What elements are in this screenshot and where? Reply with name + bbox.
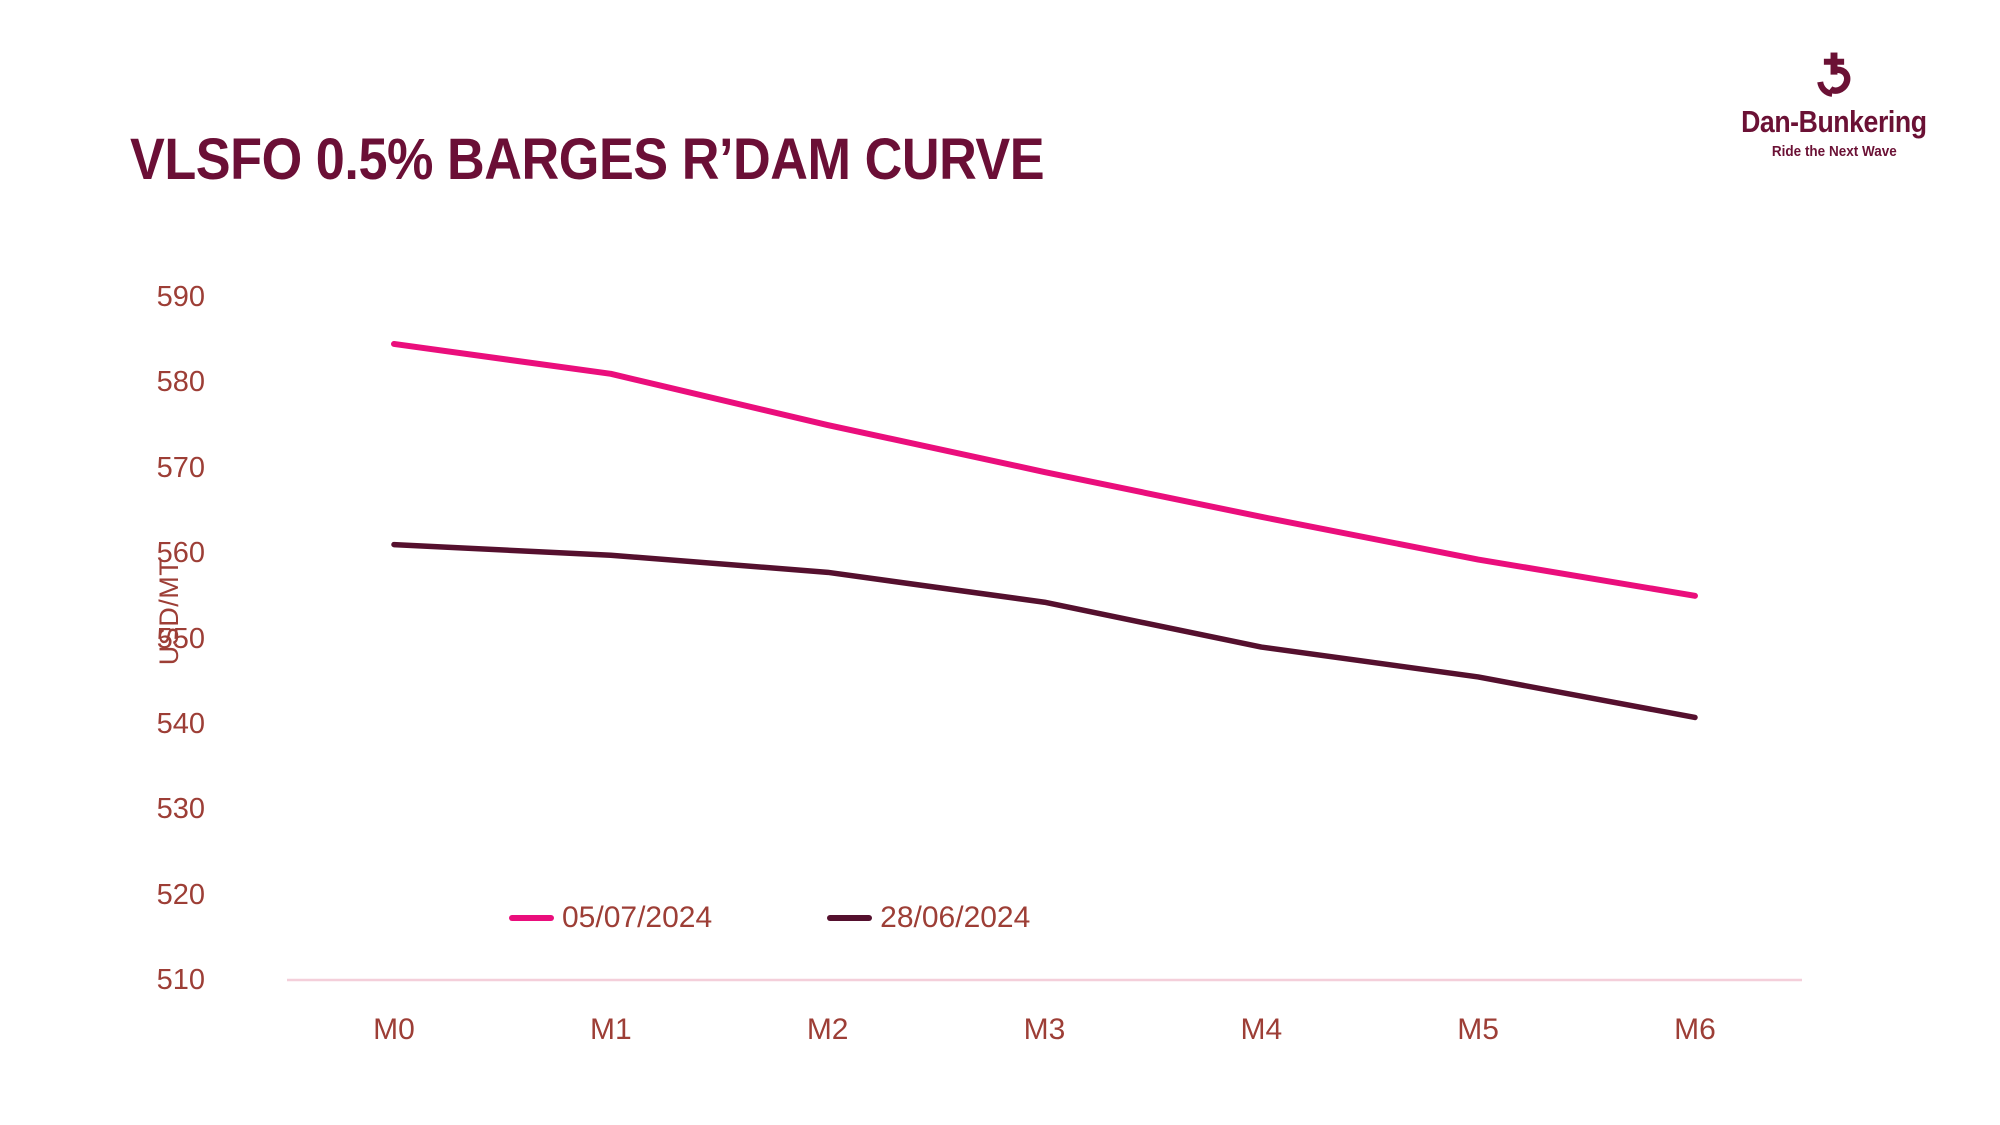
- legend-item-series-2: 28/06/2024: [827, 898, 1030, 938]
- legend-label-series-2: 28/06/2024: [880, 901, 1031, 934]
- x-tick-label-M6: M6: [1674, 1013, 1716, 1046]
- legend-label-series-1: 05/07/2024: [562, 901, 713, 934]
- x-tick-label-M5: M5: [1457, 1013, 1499, 1046]
- legend-swatch-series-2: [827, 915, 873, 921]
- y-tick-label-570: 570: [156, 451, 205, 484]
- y-tick-label-580: 580: [156, 366, 205, 399]
- x-tick-label-M4: M4: [1240, 1013, 1283, 1046]
- logo-brand-text: Dan-Bunkering: [1741, 104, 1927, 139]
- y-tick-label-550: 550: [156, 622, 205, 655]
- legend-item-series-1: 05/07/2024: [509, 898, 712, 938]
- x-tick-label-M0: M0: [373, 1013, 415, 1046]
- x-tick-label-M1: M1: [589, 1013, 632, 1046]
- chart-legend: 05/07/2024 28/06/2024: [509, 898, 1030, 938]
- x-tick-label-M3: M3: [1023, 1013, 1066, 1046]
- y-tick-label-520: 520: [156, 878, 205, 911]
- y-tick-label-510: 510: [156, 964, 205, 996]
- anchor-b-icon: [1817, 52, 1851, 97]
- y-tick-label-560: 560: [156, 537, 205, 570]
- series-line-2: [391, 541, 1698, 721]
- y-tick-label-540: 540: [156, 707, 205, 740]
- legend-swatch-series-1: [509, 915, 554, 921]
- dan-bunkering-logo: Dan-Bunkering Ride the Next Wave: [1736, 50, 1932, 160]
- x-tick-label-M2: M2: [806, 1013, 849, 1046]
- series-line-1: [391, 340, 1698, 599]
- y-tick-label-590: 590: [156, 281, 205, 313]
- y-tick-label-530: 530: [156, 793, 205, 826]
- logo-tagline-text: Ride the Next Wave: [1771, 143, 1897, 160]
- page-title: VLSFO 0.5% BARGES R’DAM CURVE: [130, 127, 1045, 192]
